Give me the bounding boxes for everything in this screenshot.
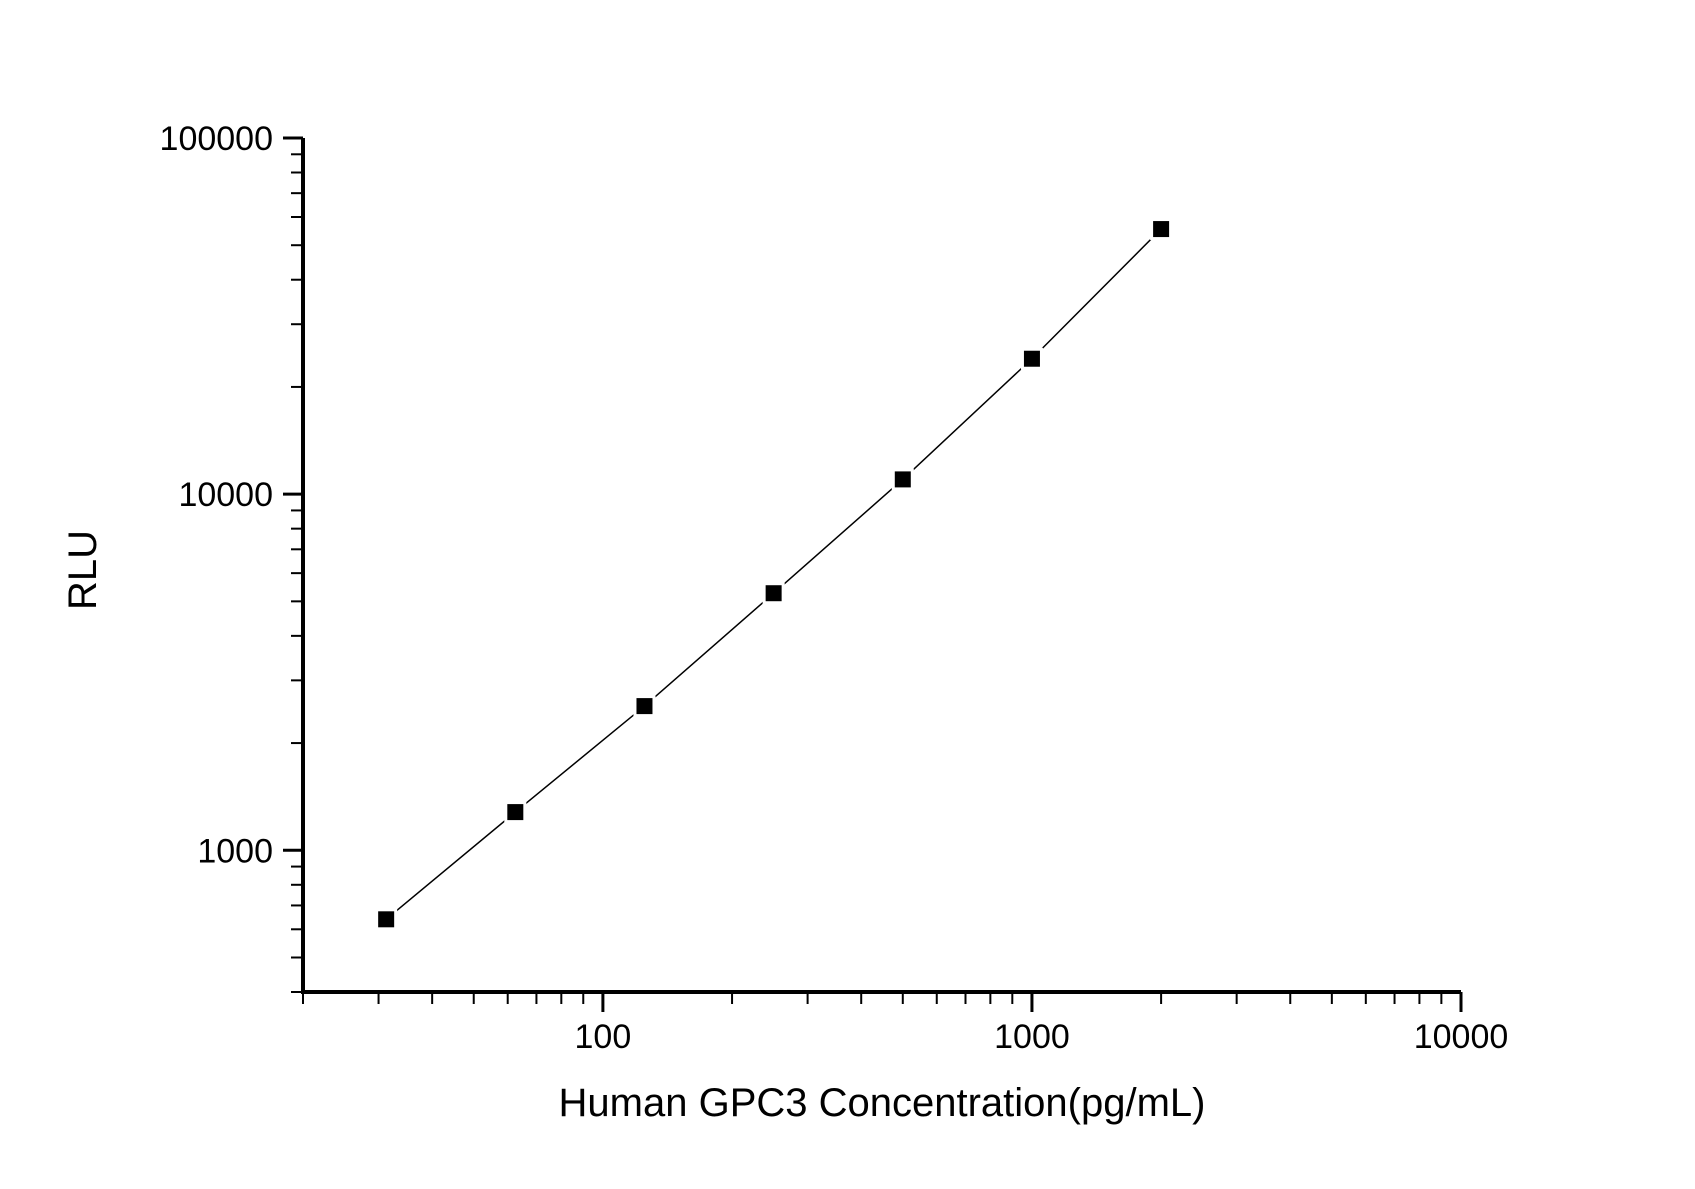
data-point-marker bbox=[765, 585, 782, 602]
data-point-marker bbox=[1023, 350, 1040, 367]
plot-area: 100 1000 10000 1000 10000 100000 bbox=[160, 120, 1509, 1056]
y-tick-label: 10000 bbox=[178, 476, 273, 514]
data-point-marker bbox=[1153, 221, 1170, 238]
x-tick-label: 10000 bbox=[1414, 1018, 1509, 1056]
data-point-marker bbox=[894, 471, 911, 488]
x-tick-label: 100 bbox=[575, 1018, 632, 1056]
data-point-marker bbox=[636, 698, 653, 715]
y-tick-label: 100000 bbox=[160, 120, 273, 158]
series-line bbox=[385, 228, 1162, 920]
y-axis-title: RLU bbox=[61, 530, 105, 610]
x-axis-title: Human GPC3 Concentration(pg/mL) bbox=[559, 1081, 1206, 1125]
data-point-marker bbox=[378, 911, 395, 928]
data-point-marker bbox=[507, 804, 524, 821]
y-tick-label: 1000 bbox=[197, 832, 273, 870]
x-tick-label: 1000 bbox=[994, 1018, 1070, 1056]
